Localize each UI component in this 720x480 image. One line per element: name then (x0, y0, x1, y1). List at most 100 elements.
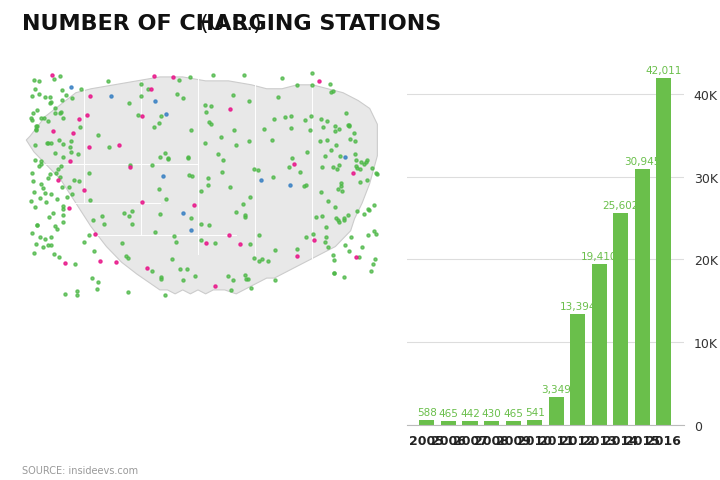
Bar (657, 79, 672, 425)
Point (61, 194, 73, 202)
Point (35, 115, 46, 123)
Point (146, 268, 158, 276)
Point (329, 128, 341, 136)
Point (315, 116, 326, 123)
Point (89, 230, 101, 238)
Point (64, 157, 76, 165)
Point (328, 270, 339, 277)
Point (45, 95, 56, 102)
Point (40, 236, 51, 243)
Point (279, 114, 291, 122)
Point (60, 92, 72, 99)
Point (320, 223, 331, 231)
Point (276, 75, 288, 83)
Point (45, 233, 57, 241)
Point (228, 127, 240, 135)
Point (224, 106, 235, 113)
Point (269, 276, 281, 284)
Point (348, 131, 360, 138)
Point (123, 213, 135, 220)
Point (66, 95, 78, 102)
Point (351, 208, 363, 216)
Point (58, 115, 69, 123)
Point (78, 238, 90, 246)
Point (35, 160, 46, 168)
Point (256, 256, 268, 264)
Point (298, 182, 310, 190)
Point (153, 186, 164, 193)
Point (244, 240, 256, 248)
Point (30, 126, 42, 133)
Point (186, 173, 197, 180)
Point (292, 83, 303, 90)
Point (137, 199, 148, 206)
Point (328, 164, 339, 172)
Point (202, 175, 214, 182)
Point (300, 234, 312, 241)
Point (127, 208, 138, 216)
Point (39, 190, 50, 198)
Point (55, 174, 66, 181)
Point (92, 279, 104, 287)
Bar (441, 421, 456, 425)
Point (182, 154, 194, 161)
Point (35, 234, 46, 241)
Point (225, 184, 236, 192)
Point (66, 138, 77, 146)
Bar (549, 397, 564, 425)
Point (284, 164, 295, 171)
Point (40, 199, 52, 206)
Point (51, 226, 63, 233)
Point (46, 72, 58, 80)
Point (238, 201, 249, 208)
Point (84, 197, 96, 204)
Point (330, 215, 342, 222)
Point (366, 165, 378, 172)
Point (68, 131, 79, 138)
Point (248, 254, 260, 262)
Point (76, 86, 87, 94)
Point (300, 117, 311, 125)
Point (199, 140, 211, 147)
Point (201, 240, 212, 248)
Bar (570, 314, 585, 425)
Point (324, 81, 336, 89)
Point (42, 175, 54, 183)
Point (320, 233, 332, 241)
Point (230, 142, 242, 150)
Point (57, 87, 68, 95)
Point (347, 169, 359, 177)
Point (203, 119, 215, 126)
Point (65, 84, 76, 91)
Point (307, 70, 318, 78)
Point (369, 255, 381, 263)
Point (225, 286, 237, 294)
Point (205, 103, 217, 111)
Point (312, 78, 324, 85)
Point (55, 163, 67, 170)
Bar (527, 420, 542, 425)
Point (320, 153, 331, 161)
Point (238, 72, 249, 80)
Point (285, 113, 297, 121)
Point (32, 108, 43, 115)
Point (49, 223, 60, 230)
Point (161, 111, 172, 119)
Point (268, 116, 279, 123)
Point (195, 221, 207, 228)
Point (30, 127, 42, 135)
Point (155, 112, 166, 120)
Point (266, 137, 278, 144)
Point (83, 232, 94, 240)
Bar (613, 214, 629, 425)
Point (72, 291, 84, 299)
Point (349, 151, 361, 158)
Point (154, 211, 166, 219)
Point (323, 244, 334, 252)
Point (317, 163, 328, 171)
Point (96, 213, 107, 220)
Point (58, 219, 69, 227)
Point (42, 140, 53, 147)
Point (235, 241, 246, 249)
Point (307, 82, 318, 89)
